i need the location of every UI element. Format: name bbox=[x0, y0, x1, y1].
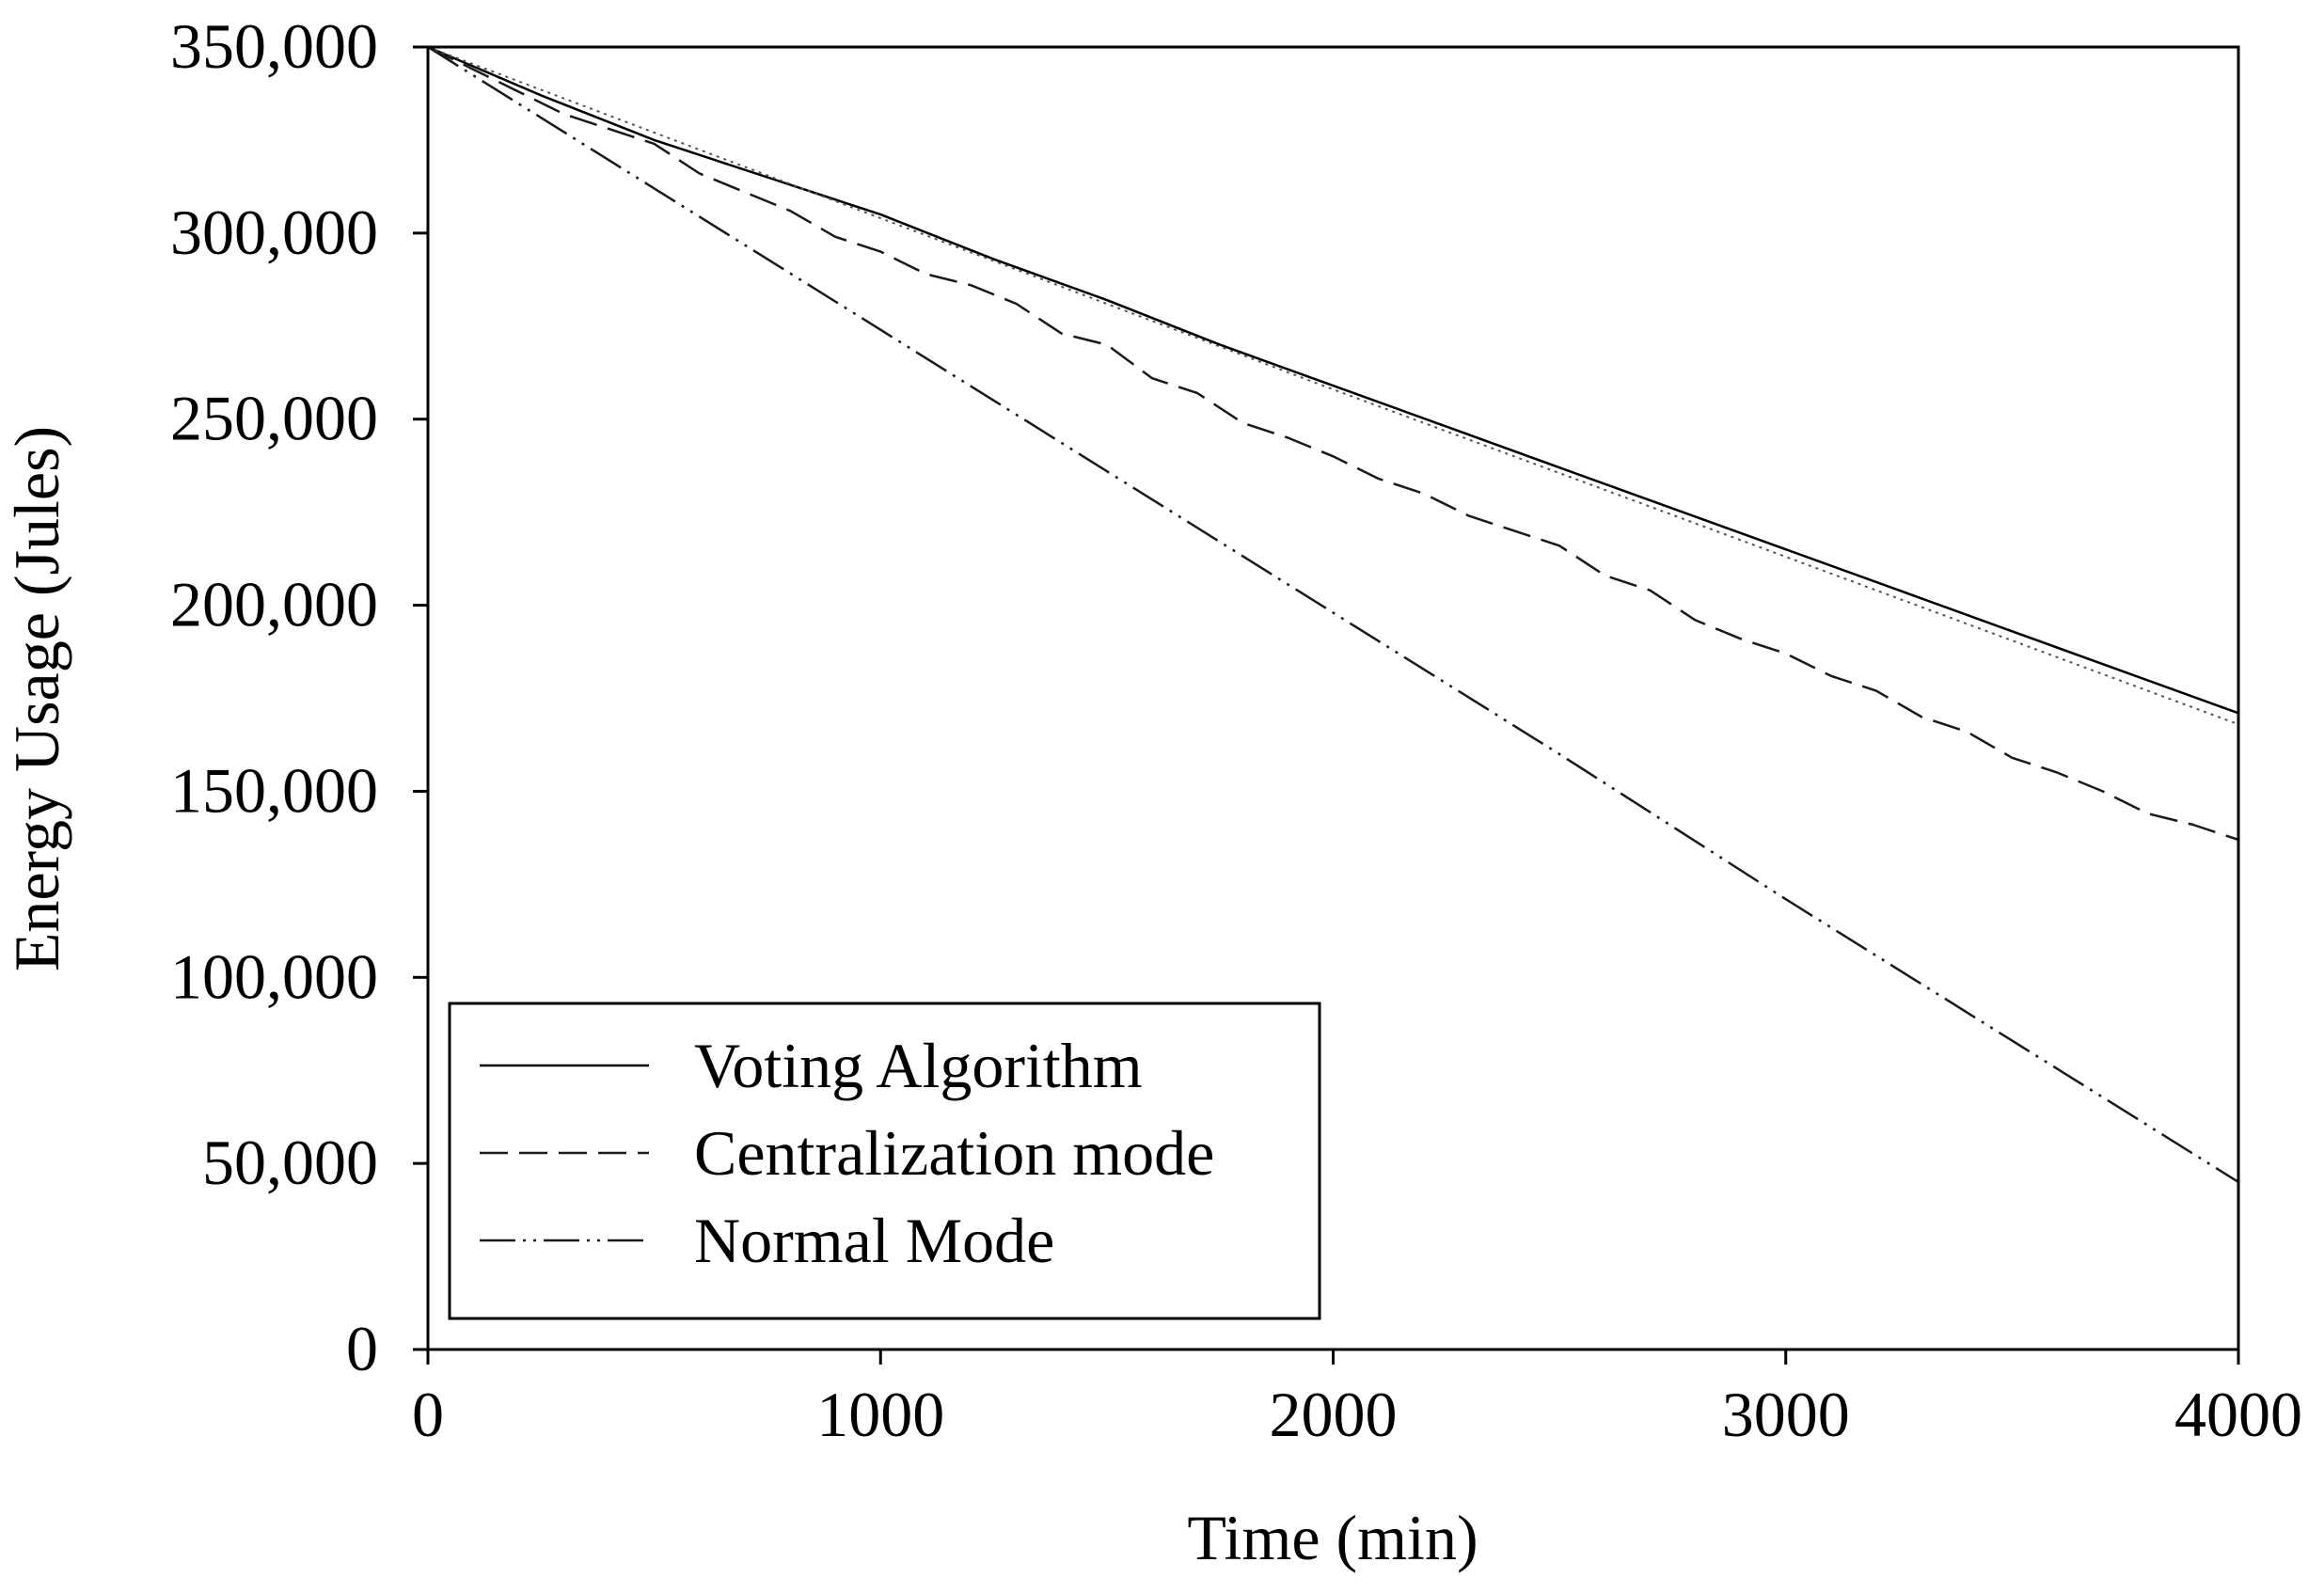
tick-labels: 0 1000 2000 3000 4000 0 50,000 100,000 150,000 20… bbox=[170, 10, 2302, 1450]
legend-entries: Voting Algorithm Centralization mode Norma… bbox=[480, 1030, 1214, 1276]
x-tick-label: 2000 bbox=[1270, 1379, 1398, 1450]
legend-label: Centralization mode bbox=[694, 1117, 1214, 1189]
x-tick-label: 1000 bbox=[816, 1379, 944, 1450]
series-line-voting-algorithm bbox=[427, 45, 2239, 715]
x-tick-label: 0 bbox=[412, 1379, 444, 1450]
y-tick-label: 200,000 bbox=[170, 569, 378, 640]
series-line-unlabeled-3 bbox=[427, 46, 2239, 726]
y-tick-label: 250,000 bbox=[170, 383, 378, 454]
y-tick-label: 300,000 bbox=[170, 197, 378, 268]
series-lines bbox=[427, 45, 2239, 1183]
series-line-centralization-mode bbox=[427, 45, 2239, 842]
x-tick-label: 4000 bbox=[2174, 1379, 2302, 1450]
axis-ticks bbox=[413, 45, 2240, 1365]
y-tick-label: 50,000 bbox=[202, 1127, 378, 1198]
y-axis-title: Energy Usage (Jules) bbox=[1, 426, 72, 971]
y-tick-label: 150,000 bbox=[170, 754, 378, 826]
y-tick-label: 350,000 bbox=[170, 10, 378, 82]
legend: Voting Algorithm Centralization mode Norma… bbox=[448, 1002, 1321, 1320]
x-axis-title: Time (min) bbox=[1187, 1502, 1478, 1573]
legend-label: Normal Mode bbox=[694, 1205, 1054, 1276]
series-line-normal-mode bbox=[427, 45, 2239, 1183]
plot-frame bbox=[426, 45, 2240, 1351]
y-tick-label: 0 bbox=[346, 1313, 378, 1384]
x-tick-label: 3000 bbox=[1722, 1379, 1850, 1450]
legend-label: Voting Algorithm bbox=[694, 1030, 1143, 1101]
legend-box bbox=[448, 1002, 1321, 1320]
y-tick-label: 100,000 bbox=[170, 940, 378, 1012]
